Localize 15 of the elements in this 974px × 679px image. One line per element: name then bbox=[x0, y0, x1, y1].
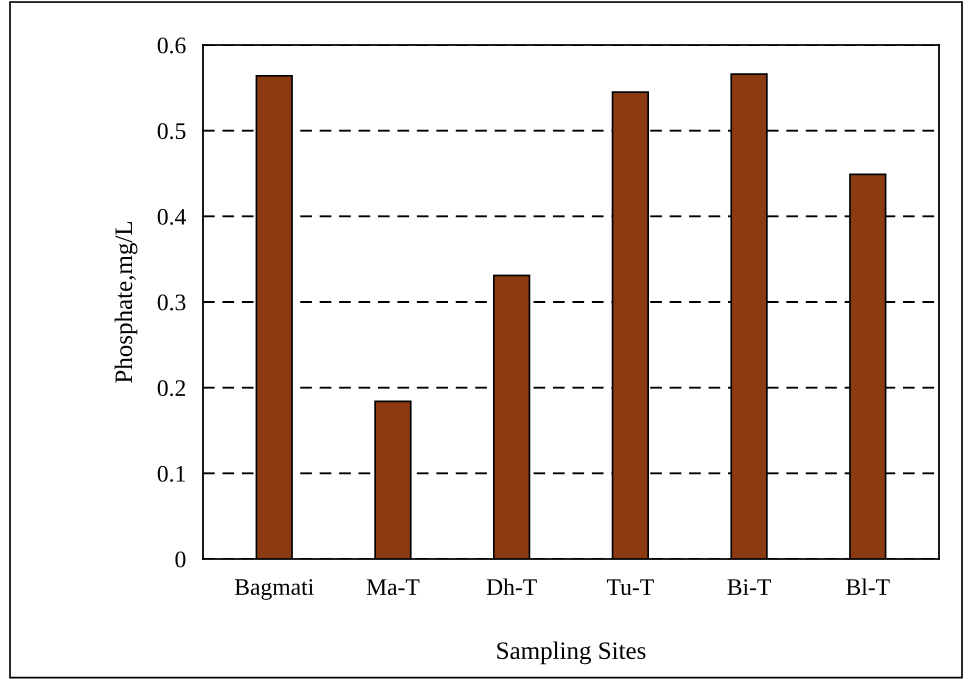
x-tick-label: Bagmati bbox=[234, 579, 314, 600]
x-tick-label: Bi-T bbox=[727, 579, 771, 595]
y-tick-label: 0.6 bbox=[158, 37, 186, 54]
y-tick-label: 0.4 bbox=[158, 208, 186, 225]
x-tick-label: Ma-T bbox=[366, 579, 420, 596]
x-tick-label: Dh-T bbox=[486, 578, 537, 595]
y-axis-title: Phosphate,mg/L bbox=[114, 222, 138, 383]
y-tick-label: 0.2 bbox=[158, 380, 186, 396]
x-tick-label: Bl-T bbox=[846, 578, 890, 595]
y-tick-label: 0.1 bbox=[158, 466, 185, 482]
x-tick-label: Tu-T bbox=[606, 579, 654, 596]
y-tick-label: 0 bbox=[175, 551, 186, 568]
y-tick-label: 0.5 bbox=[158, 123, 186, 140]
x-axis-title: Sampling Sites bbox=[497, 642, 646, 664]
y-tick-label: 0.3 bbox=[158, 294, 186, 311]
